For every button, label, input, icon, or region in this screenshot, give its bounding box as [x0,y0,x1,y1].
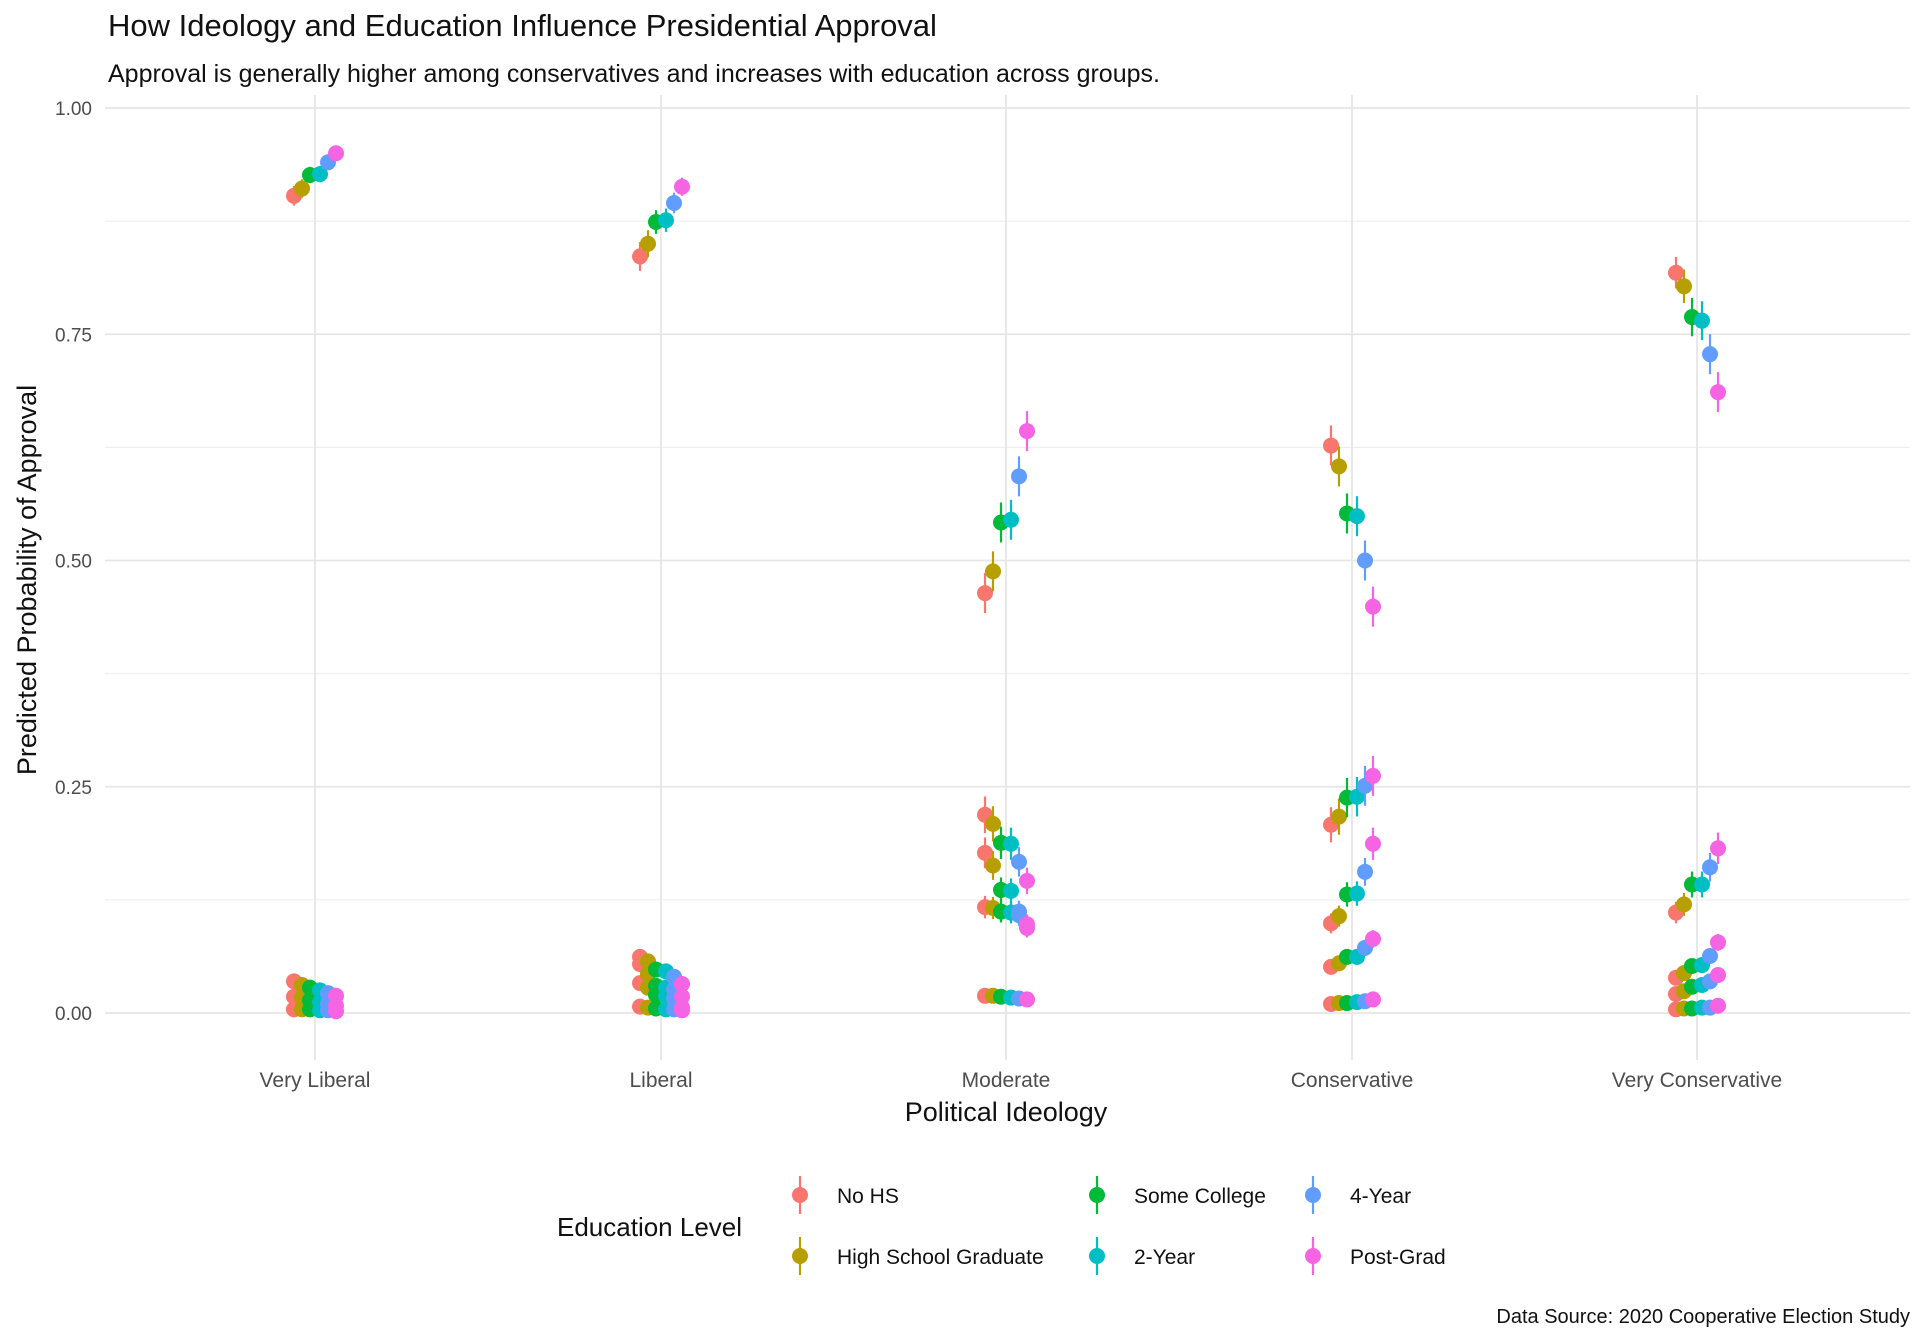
data-point [1710,372,1726,413]
legend-label: Some College [1134,1185,1266,1208]
data-point [1357,540,1373,581]
legend-label: Post-Grad [1350,1246,1446,1269]
x-tick-label: Very Conservative [1612,1069,1782,1092]
data-point [328,145,344,162]
data-point [1710,832,1726,865]
data-point [977,573,993,614]
x-tick-label: Moderate [962,1069,1051,1092]
data-point [1011,456,1027,497]
chart-subtitle: Approval is generally higher among conse… [108,60,1160,88]
data-point [1702,853,1718,882]
legend-item: 2-Year [1089,1237,1195,1275]
data-point [1331,446,1347,487]
data-point [666,192,682,214]
data-point [1365,930,1381,948]
data-point [1011,847,1027,877]
data-point [1365,586,1381,627]
data-point [1365,755,1381,796]
legend-key-marker [1089,1248,1105,1264]
chart-title: How Ideology and Education Influence Pre… [108,8,937,43]
data-point [674,1002,690,1019]
data-point [1019,411,1035,452]
data-point [1668,256,1684,289]
legend-label: 4-Year [1350,1185,1411,1208]
data-point [312,165,328,183]
x-tick-label: Liberal [629,1069,692,1092]
data-point [1349,496,1365,537]
data-point [1676,893,1692,916]
y-tick-label: 0.00 [55,1004,92,1025]
data-point [1019,991,1035,1008]
y-tick-label: 0.75 [55,325,92,346]
y-axis-title: Predicted Probability of Approval [12,385,42,775]
data-point [1694,871,1710,898]
legend: Education Level No HS High School Graduat… [557,1176,1446,1275]
data-point [328,1003,344,1020]
legend-title: Education Level [557,1212,742,1242]
data-point [1676,269,1692,304]
data-point [674,177,690,196]
legend-key-marker [1089,1187,1105,1203]
x-tick-label: Very Liberal [260,1069,371,1092]
data-point [1365,827,1381,860]
data-point [985,851,1001,880]
data-point [977,837,993,869]
data-point [1710,997,1726,1014]
data-point [1702,334,1718,375]
x-tick-label: Conservative [1291,1069,1414,1092]
legend-label: No HS [837,1185,899,1208]
legend-key-marker [792,1248,808,1264]
data-point [1331,905,1347,927]
y-tick-label: 0.25 [55,778,92,799]
data-point [1019,918,1035,938]
data-point [985,806,1001,842]
legend-item: No HS [792,1176,899,1214]
x-axis-title: Political Ideology [905,1097,1108,1127]
data-point [294,179,310,198]
data-point [1003,827,1019,860]
legend-key-marker [1305,1187,1321,1203]
y-axis-ticks: 0.00 0.25 0.50 0.75 1.00 [55,99,92,1025]
data-point [658,208,674,232]
data-point [632,241,648,271]
data-point [1357,857,1373,886]
data-point [1003,499,1019,540]
legend-item: Some College [1089,1176,1266,1214]
data-point [1019,867,1035,895]
data-points [286,145,1726,1020]
legend-label: 2-Year [1134,1246,1195,1269]
data-point [1349,881,1365,906]
minor-gridlines [105,220,1910,901]
legend-item: Post-Grad [1305,1237,1446,1275]
y-tick-label: 0.50 [55,552,92,573]
legend-key-marker [1305,1248,1321,1264]
x-axis-ticks: Very Liberal Liberal Moderate Conservative V… [260,1069,1783,1092]
legend-item: 4-Year [1305,1176,1411,1214]
data-point [1702,947,1718,964]
data-point [674,976,690,993]
data-point [1694,301,1710,341]
data-point [1365,991,1381,1008]
data-point [1710,933,1726,951]
data-point [1710,966,1726,983]
legend-label: High School Graduate [837,1246,1044,1269]
data-point [1331,798,1347,835]
data-point [1323,425,1339,466]
major-gridlines [105,95,1910,1060]
y-tick-label: 1.00 [55,99,92,120]
data-point [1003,878,1019,904]
chart-caption: Data Source: 2020 Cooperative Election S… [1496,1306,1910,1328]
data-point [985,551,1001,592]
legend-key-marker [792,1187,808,1203]
data-point [640,230,656,258]
legend-item: High School Graduate [792,1237,1044,1275]
